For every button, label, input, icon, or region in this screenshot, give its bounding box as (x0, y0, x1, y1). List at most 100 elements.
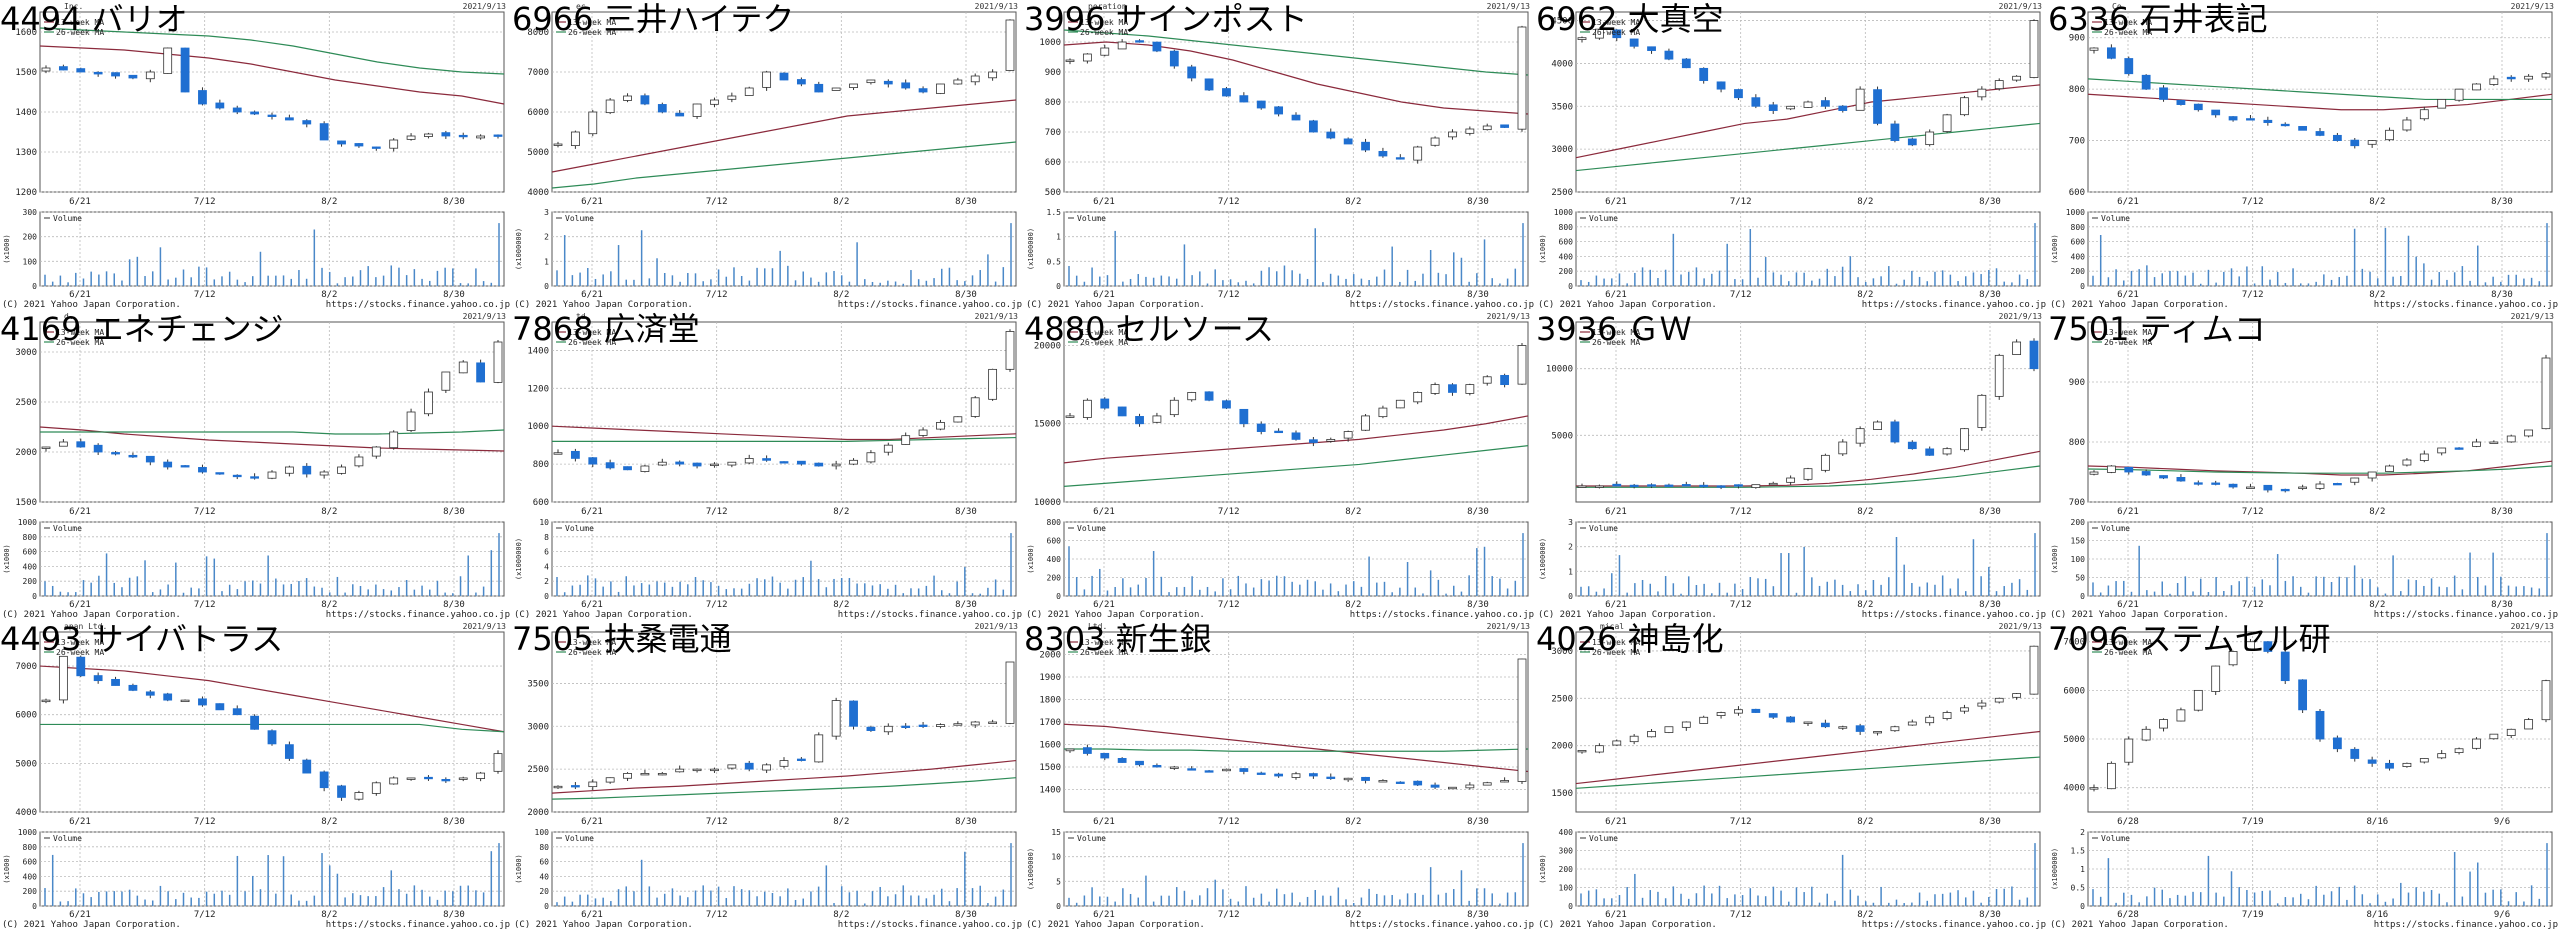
ma-legend-label: 13-week MA (2104, 328, 2152, 337)
candle-body (1500, 374, 1510, 386)
candle-body (2437, 753, 2447, 759)
copyright-text: (C) 2021 Yahoo Japan Corporation. (2050, 610, 2229, 620)
x-tick-label: 7/12 (706, 817, 728, 827)
volume-tick-label: 400 (1559, 828, 1574, 837)
chart-title: 7501 ティムコ (2048, 310, 2266, 348)
x-tick-label-volume: 8/2 (1345, 600, 1361, 610)
candle-body (163, 693, 173, 701)
candle-body (354, 143, 364, 147)
copyright-text: (C) 2021 Yahoo Japan Corporation. (514, 920, 693, 930)
y-tick-label: 1400 (1039, 786, 1061, 796)
candle-body (2141, 728, 2151, 741)
x-tick-label-volume: 6/21 (1093, 290, 1115, 300)
x-tick-label-volume: 7/12 (2242, 290, 2264, 300)
volume-tick-label: 1000 (1554, 208, 1573, 217)
volume-tick-label: 1.5 (1047, 208, 1062, 217)
candle-body (1065, 748, 1075, 752)
chart-header-text: d. (64, 312, 74, 321)
chart-title: 4169 エネチェンジ (0, 310, 284, 348)
volume-tick-label: 800 (1559, 223, 1574, 232)
candle-body (493, 134, 503, 137)
x-tick-label-volume: 8/2 (321, 910, 337, 920)
y-tick-label: 7000 (2063, 638, 2085, 648)
volume-frame (39, 831, 505, 907)
volume-tick-label: 3 (544, 208, 549, 217)
volume-frame (1575, 211, 2041, 287)
volume-legend-label: Volume (1077, 214, 1106, 223)
candle-body (250, 715, 260, 730)
x-tick-label: 6/21 (581, 507, 603, 517)
candle-body (953, 79, 963, 85)
x-tick-label-volume: 7/12 (2242, 600, 2264, 610)
y-tick-label: 1400 (527, 346, 549, 356)
candle-body (605, 99, 615, 114)
y-tick-label: 1500 (15, 68, 37, 78)
candle-body (1187, 768, 1197, 771)
chart-header-text: Ltd. (1088, 622, 1107, 631)
volume-tick-label: 400 (23, 562, 38, 571)
candle-body (553, 143, 563, 146)
chart-date: 2021/9/13 (1487, 312, 1531, 321)
volume-frame (551, 521, 1017, 597)
candle-body (2402, 119, 2412, 131)
price-frame (1575, 631, 2041, 813)
chart-panel-4026: 15002000250030006/216/217/127/128/28/28/… (1536, 620, 2046, 930)
candle-body (1820, 722, 1830, 728)
candle-body (1751, 97, 1761, 107)
chart-date: 2021/9/13 (1999, 622, 2043, 631)
source-url-text: https://stocks.finance.yahoo.co.jp (1350, 610, 1534, 620)
price-frame (1575, 321, 2041, 503)
candle-body (1100, 752, 1110, 759)
candle-body (163, 47, 173, 74)
chart-title: 6336 石井表記 (2048, 0, 2268, 38)
y-tick-label: 1200 (15, 188, 37, 198)
candle-body (1716, 712, 1726, 716)
candle-body (1803, 101, 1813, 108)
candle-body (2402, 762, 2412, 767)
ma26-line (552, 436, 1017, 442)
candle-body (424, 776, 433, 780)
candle-body (1786, 716, 1796, 723)
y-tick-label: 700 (2069, 498, 2085, 508)
x-tick-label: 6/21 (1093, 197, 1115, 207)
ma-legend-label: 26-week MA (1592, 648, 1640, 657)
candle-body (831, 700, 841, 737)
volume-tick-label: 100 (23, 257, 38, 266)
volume-tick-label: 1.5 (2071, 847, 2086, 856)
x-tick-label-volume: 8/2 (321, 600, 337, 610)
candle-body (1274, 430, 1284, 434)
copyright-text: (C) 2021 Yahoo Japan Corporation. (514, 610, 693, 620)
candle-body (441, 371, 451, 391)
candle-body (1873, 421, 1882, 430)
candle-body (284, 117, 294, 121)
candle-body (2298, 486, 2308, 489)
candle-body (1734, 709, 1743, 714)
candle-body (1960, 97, 1969, 116)
volume-frame (39, 521, 505, 597)
ma-legend-label: 13-week MA (2104, 18, 2152, 27)
x-tick-label-volume: 6/21 (581, 290, 603, 300)
ma-legend-label: 26-week MA (568, 28, 616, 37)
x-tick-label-volume: 8/30 (1979, 600, 2001, 610)
ma26-line (39, 27, 505, 75)
x-tick-label: 8/30 (2491, 197, 2513, 207)
source-url-text: https://stocks.finance.yahoo.co.jp (2374, 300, 2558, 310)
candle-body (2315, 131, 2325, 136)
y-tick-label: 1000 (527, 422, 549, 432)
candle-body (1343, 777, 1353, 781)
candle-body (215, 472, 225, 475)
x-tick-label-volume: 7/12 (1218, 910, 1240, 920)
x-tick-label-volume: 6/21 (1605, 600, 1627, 610)
volume-unit-label: (x1000) (3, 544, 11, 574)
x-tick-label: 6/28 (2117, 817, 2139, 827)
volume-tick-label: 300 (1559, 847, 1574, 856)
y-tick-label: 3500 (1551, 102, 1573, 112)
ma26-line (2087, 465, 2553, 474)
candle-body (2332, 134, 2342, 141)
y-tick-label: 1900 (1039, 673, 1061, 683)
ma13-line (39, 665, 505, 733)
x-tick-label: 8/30 (955, 507, 977, 517)
candle-body (1239, 768, 1249, 772)
x-tick-label-volume: 6/21 (1605, 290, 1627, 300)
candle-body (198, 90, 207, 105)
